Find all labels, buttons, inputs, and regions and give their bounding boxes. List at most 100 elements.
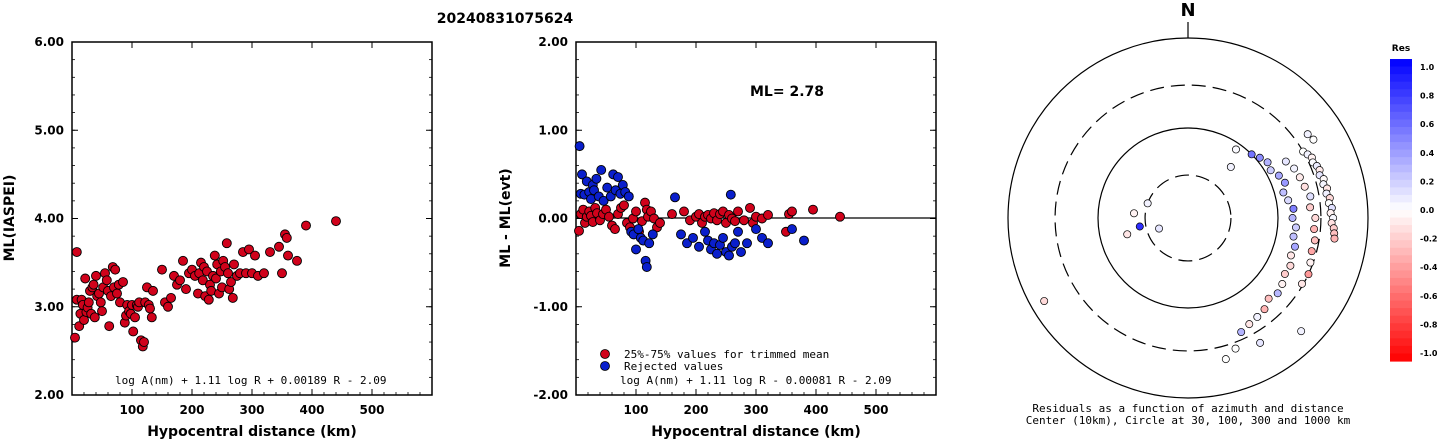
data-point <box>751 224 761 235</box>
residual-point <box>1263 158 1272 167</box>
data-point <box>89 312 100 323</box>
data-point <box>644 238 655 249</box>
polar-residual-chart: N Residuals as a function of azimuth and… <box>1007 0 1437 427</box>
colorbar-swatch <box>1390 277 1412 287</box>
data-point <box>631 206 641 217</box>
distance-ring <box>1097 127 1279 309</box>
residual-point <box>1123 230 1132 239</box>
residual-point <box>1292 223 1300 232</box>
y-tick-label: 2.00 <box>538 35 568 49</box>
residual-point <box>1266 166 1275 175</box>
residual-point <box>1135 222 1144 231</box>
residual-point <box>1255 153 1264 162</box>
data-point <box>725 189 736 200</box>
residual-point <box>1306 192 1315 201</box>
colorbar-tick-label: -0.6 <box>1420 292 1437 301</box>
plot-frame <box>71 41 433 396</box>
data-point <box>83 297 94 308</box>
data-point <box>730 238 740 249</box>
y-tick-label: 6.00 <box>34 35 64 49</box>
x-tick-label: 100 <box>119 403 144 417</box>
data-point <box>631 244 641 255</box>
data-point <box>166 292 176 303</box>
residual-point <box>1309 135 1318 144</box>
data-point <box>577 169 587 180</box>
data-point <box>641 262 652 272</box>
residual-point <box>1256 338 1265 347</box>
colorbar-tick-label: 0.0 <box>1420 206 1435 215</box>
residual-point <box>1130 209 1138 218</box>
x-tick-label: 300 <box>239 403 264 417</box>
data-point <box>736 247 746 257</box>
x-axis-label: Hypocentral distance (km) <box>651 424 861 440</box>
data-point <box>619 200 629 211</box>
colorbar-swatch <box>1390 255 1412 264</box>
data-point <box>718 232 728 243</box>
data-point <box>221 238 232 249</box>
data-point <box>591 173 602 184</box>
data-point <box>787 206 797 217</box>
x-tick-label: 300 <box>743 403 768 417</box>
residual-point <box>1232 145 1240 154</box>
data-point <box>301 220 311 231</box>
distance-ring <box>1054 84 1322 352</box>
colorbar-swatch <box>1390 81 1412 90</box>
colorbar-tick-label: 0.6 <box>1420 120 1435 129</box>
colorbar-swatch <box>1390 240 1412 249</box>
data-point <box>742 238 752 249</box>
colorbar-swatch <box>1390 134 1412 143</box>
x-tick-label: 500 <box>359 403 384 417</box>
colorbar-tick-label: 0.8 <box>1420 92 1435 101</box>
data-point <box>331 216 341 227</box>
data-point <box>163 301 173 312</box>
residual-point <box>1295 173 1304 182</box>
data-point <box>676 229 686 240</box>
data-point <box>104 321 115 332</box>
data-point <box>277 268 287 279</box>
caption-line1: Residuals as a function of azimuth and d… <box>1032 402 1343 415</box>
data-point <box>128 326 139 337</box>
residual-point <box>1297 327 1306 336</box>
data-point <box>118 277 128 287</box>
data-point <box>712 248 722 259</box>
data-point <box>197 275 208 286</box>
data-point <box>602 182 613 193</box>
data-point <box>667 209 677 220</box>
colorbar-tick-label: -0.4 <box>1420 263 1437 272</box>
colorbar-swatch <box>1390 210 1412 219</box>
residual-point <box>1245 320 1254 329</box>
colorbar-swatch <box>1390 126 1412 136</box>
residual-point <box>1281 157 1290 166</box>
data-point <box>700 226 710 237</box>
data-point <box>733 206 743 217</box>
colorbar-tick-label: -0.2 <box>1420 235 1437 244</box>
data-point <box>739 215 749 226</box>
residual-point <box>1221 355 1230 364</box>
colorbar-swatch <box>1390 217 1412 226</box>
colorbar-swatch <box>1390 164 1412 173</box>
residual-point <box>1143 199 1152 208</box>
colorbar-title: Res <box>1392 44 1410 54</box>
data-point <box>130 312 140 323</box>
colorbar-swatch <box>1390 285 1412 294</box>
data-point <box>574 141 585 152</box>
residual-point <box>1260 305 1269 314</box>
colorbar-swatch <box>1390 111 1412 120</box>
residual-point <box>1280 269 1289 278</box>
colorbar-swatch <box>1390 232 1412 241</box>
colorbar-swatch <box>1390 262 1412 271</box>
colorbar-swatch <box>1390 96 1412 105</box>
colorbar-swatch <box>1390 345 1412 355</box>
data-point <box>733 226 743 237</box>
colorbar-tick-label: 1.0 <box>1420 63 1435 72</box>
colorbar-swatch <box>1390 202 1412 211</box>
colorbar-swatch <box>1390 179 1412 188</box>
colorbar-swatch <box>1390 308 1412 317</box>
formula-label: log A(nm) + 1.11 log R + 0.00189 R - 2.0… <box>115 374 387 387</box>
data-point <box>724 250 734 261</box>
residual-point <box>1287 251 1295 260</box>
data-point <box>633 224 644 235</box>
data-point <box>70 332 80 343</box>
ml-value-label: ML= 2.78 <box>750 84 824 100</box>
data-point <box>175 275 185 286</box>
